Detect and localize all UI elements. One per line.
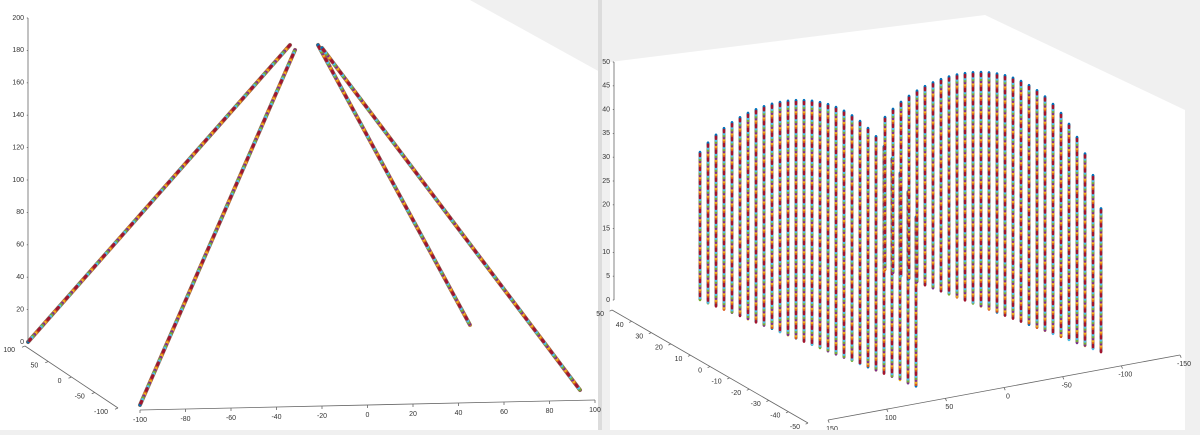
x-tick-label: 150 <box>826 426 838 430</box>
z-tick-label: 0 <box>606 297 610 304</box>
y-tick-label: -40 <box>770 413 780 420</box>
x-tick-label: -100 <box>133 417 147 424</box>
x-tick-label: 80 <box>546 408 554 415</box>
y-tick-label: 100 <box>3 347 15 354</box>
x-tick-label: -80 <box>180 416 190 423</box>
z-tick-label: 0 <box>20 339 24 346</box>
y-tick-label: 10 <box>675 356 683 363</box>
z-tick-label: 15 <box>602 225 610 232</box>
z-tick-label: 50 <box>602 59 610 66</box>
x-tick-label: 20 <box>409 411 417 418</box>
y-tick-label: 50 <box>596 311 604 318</box>
z-tick-label: 40 <box>16 274 24 281</box>
x-tick-label: 100 <box>589 407 601 414</box>
z-tick-label: 60 <box>16 242 24 249</box>
y-tick-label: -30 <box>751 401 761 408</box>
plot-area <box>610 15 1185 430</box>
x-tick-label: 50 <box>945 404 953 411</box>
x-tick-label: -20 <box>317 413 327 420</box>
y-tick-label: 0 <box>698 367 702 374</box>
x-tick-label: -50 <box>1062 383 1072 390</box>
y-tick-label: 30 <box>635 333 643 340</box>
z-tick-label: 30 <box>602 154 610 161</box>
z-tick-label: 180 <box>12 47 24 54</box>
y-tick-label: 0 <box>58 378 62 385</box>
z-tick-label: 80 <box>16 209 24 216</box>
z-tick-label: 10 <box>602 249 610 256</box>
z-tick-label: 20 <box>16 306 24 313</box>
z-tick-label: 5 <box>606 273 610 280</box>
page: {"chart_data": [ {"type": "scatter3d", "… <box>0 0 1200 430</box>
z-tick-label: 160 <box>12 80 24 87</box>
x-tick-label: -100 <box>1118 372 1132 379</box>
y-tick-label: -50 <box>790 424 800 430</box>
z-tick-label: 200 <box>12 15 24 22</box>
x-tick-label: -150 <box>1177 361 1191 368</box>
y-tick-label: -20 <box>731 390 741 397</box>
plot-area <box>0 0 600 430</box>
x-tick-label: 0 <box>366 412 370 419</box>
x-tick-label: 60 <box>500 409 508 416</box>
y-tick-label: 50 <box>30 362 38 369</box>
z-tick-label: 25 <box>602 178 610 185</box>
y-tick-label: -10 <box>711 379 721 386</box>
z-tick-label: 120 <box>12 144 24 151</box>
z-tick-label: 35 <box>602 130 610 137</box>
x-tick-label: 0 <box>1006 393 1010 400</box>
y-tick-label: 20 <box>655 345 663 352</box>
z-tick-label: 100 <box>12 177 24 184</box>
y-tick-label: -50 <box>75 393 85 400</box>
x-tick-label: -40 <box>271 414 281 421</box>
y-tick-label: 40 <box>616 322 624 329</box>
y-tick-label: -100 <box>94 409 108 416</box>
z-tick-label: 20 <box>602 202 610 209</box>
z-tick-label: 45 <box>602 83 610 90</box>
z-tick-label: 140 <box>12 112 24 119</box>
x-tick-label: 40 <box>455 410 463 417</box>
z-tick-label: 40 <box>602 106 610 113</box>
figure: -100-80-60-40-20020406080100100500-50-10… <box>0 0 1200 430</box>
x-tick-label: -60 <box>226 415 236 422</box>
x-tick-label: 100 <box>885 415 897 422</box>
